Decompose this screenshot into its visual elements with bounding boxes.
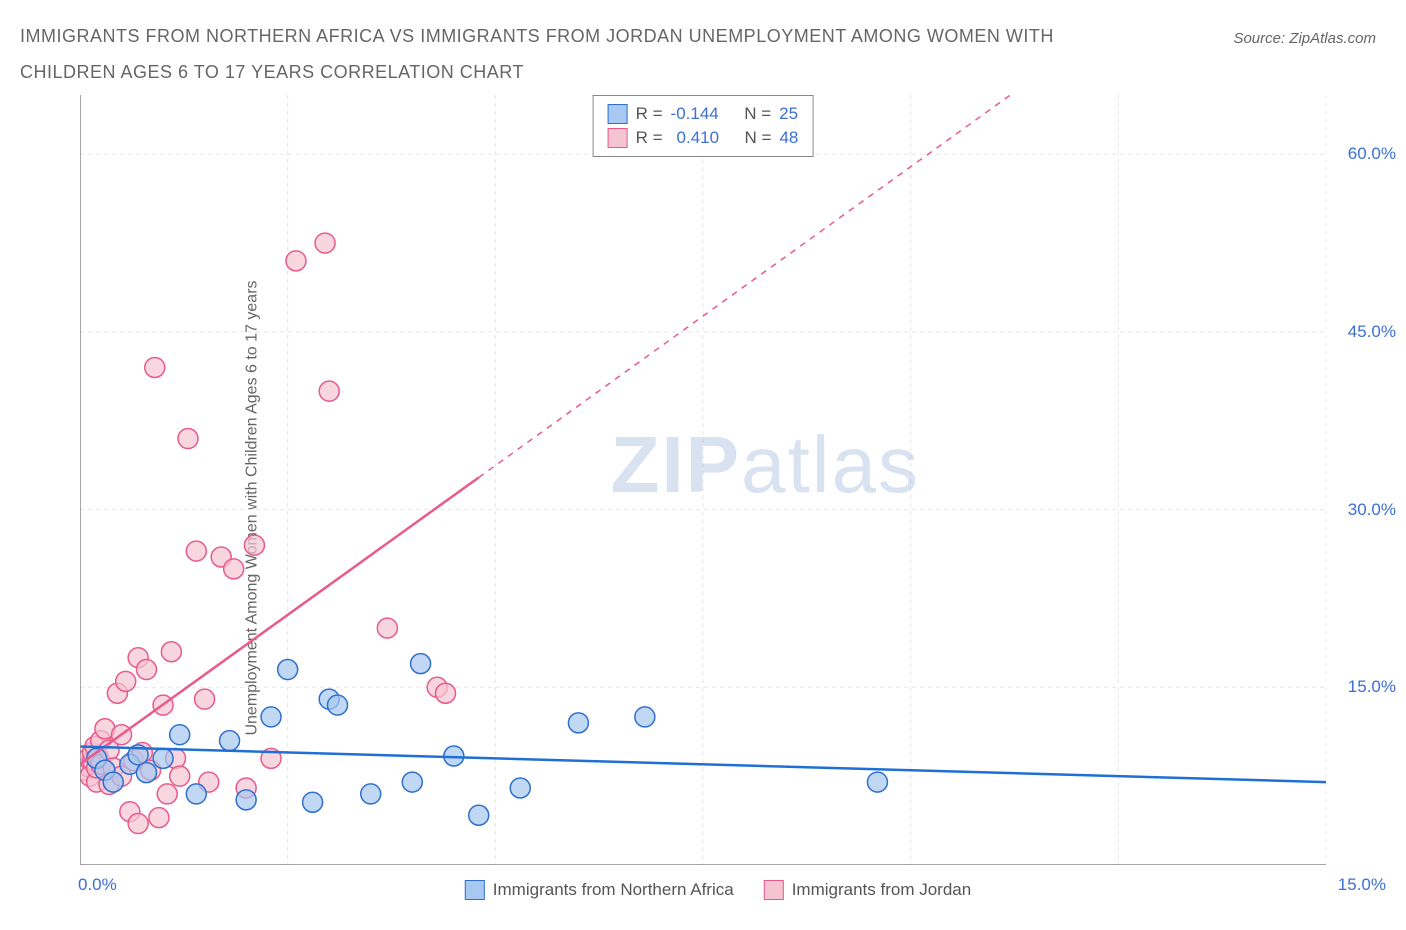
watermark: ZIPatlas xyxy=(611,419,920,511)
y-tick: 45.0% xyxy=(1336,322,1396,342)
swatch-series-b xyxy=(608,128,628,148)
y-tick: 30.0% xyxy=(1336,500,1396,520)
n-value-b: 48 xyxy=(779,126,798,150)
swatch-series-a xyxy=(608,104,628,124)
plot-area: ZIPatlas R = -0.144 N = 25 R = 0.410 N =… xyxy=(80,95,1326,865)
series-b-label: Immigrants from Jordan xyxy=(792,880,972,900)
stats-legend: R = -0.144 N = 25 R = 0.410 N = 48 xyxy=(593,95,814,157)
x-tick-origin: 0.0% xyxy=(78,875,117,895)
swatch-series-a-bottom xyxy=(465,880,485,900)
y-tick: 15.0% xyxy=(1336,677,1396,697)
r-value-b: 0.410 xyxy=(671,126,720,150)
series-a-label: Immigrants from Northern Africa xyxy=(493,880,734,900)
y-tick: 60.0% xyxy=(1336,144,1396,164)
source-label: Source: ZipAtlas.com xyxy=(1233,18,1376,47)
chart-title: IMMIGRANTS FROM NORTHERN AFRICA VS IMMIG… xyxy=(20,18,1120,90)
swatch-series-b-bottom xyxy=(764,880,784,900)
x-tick-max: 15.0% xyxy=(1338,875,1386,895)
r-value-a: -0.144 xyxy=(671,102,719,126)
n-value-a: 25 xyxy=(779,102,798,126)
series-legend: Immigrants from Northern Africa Immigran… xyxy=(465,880,971,900)
